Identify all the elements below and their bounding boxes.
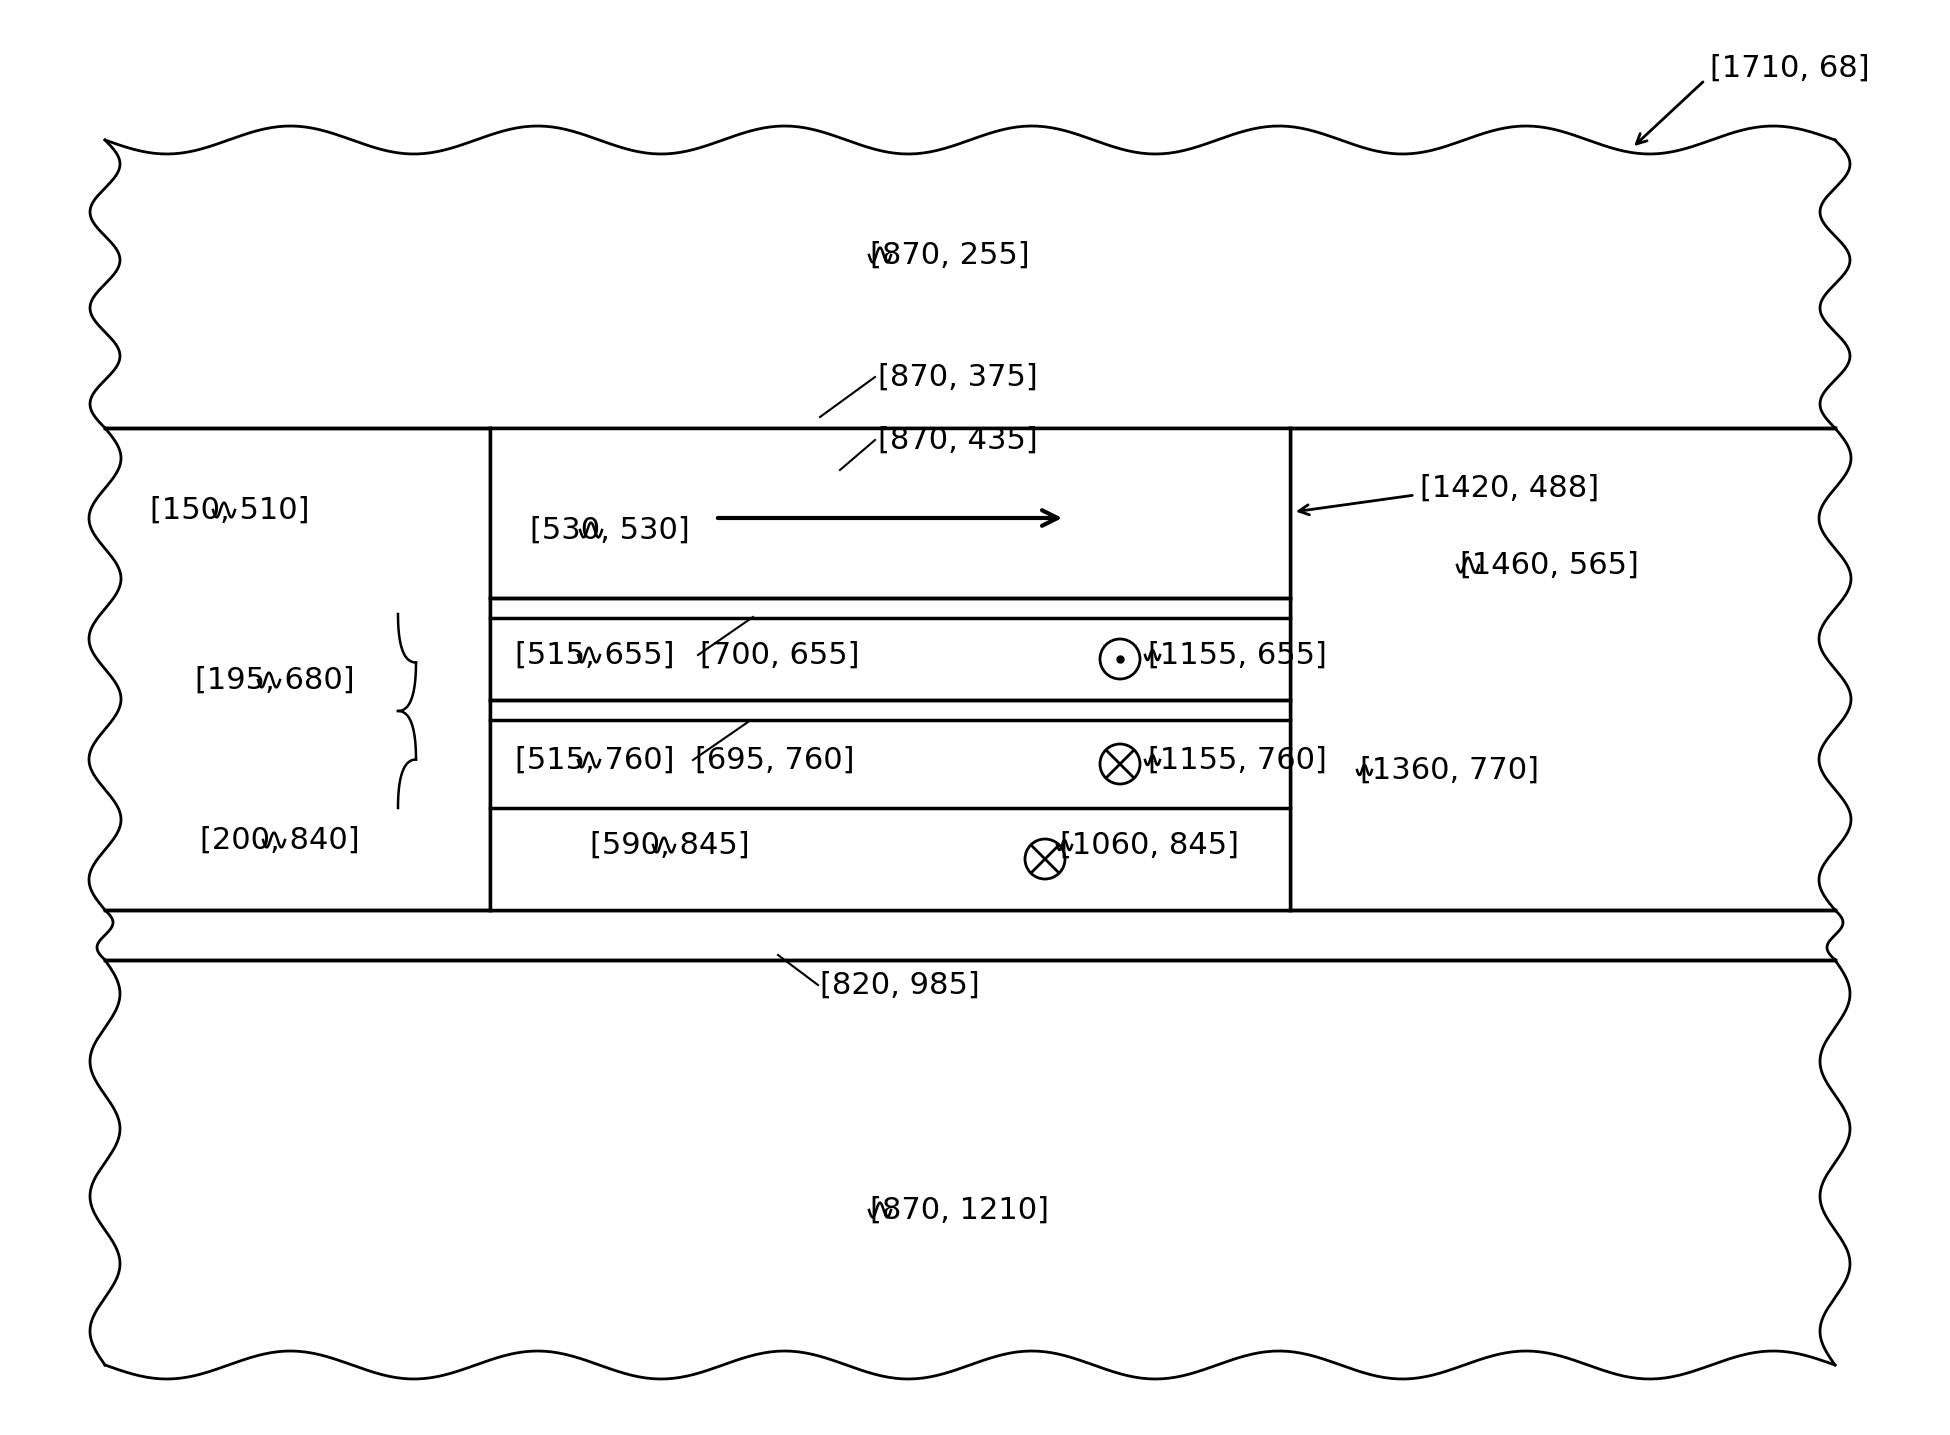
Text: [195, 680]: [195, 680] [195,666,355,695]
Text: [1360, 770]: [1360, 770] [1359,755,1539,785]
Text: [150, 510]: [150, 510] [150,495,310,525]
Text: [1155, 655]: [1155, 655] [1149,640,1326,670]
Text: [1060, 845]: [1060, 845] [1061,831,1238,860]
Text: [1420, 488]: [1420, 488] [1420,474,1599,502]
Text: [515, 655]: [515, 655] [515,640,675,670]
Bar [105,960,1835,1365]
Bar [105,910,1835,960]
Text: [695, 760]: [695, 760] [694,746,854,775]
Text: [530, 530]: [530, 530] [530,515,690,544]
Text: [870, 375]: [870, 375] [878,363,1037,392]
Bar [489,428,1291,910]
Text: [200, 840]: [200, 840] [201,825,359,854]
Text: [515, 760]: [515, 760] [515,746,675,775]
Text: [1460, 565]: [1460, 565] [1461,551,1638,580]
Text: [870, 255]: [870, 255] [870,241,1030,270]
Bar [105,428,489,910]
Text: [700, 655]: [700, 655] [700,640,860,670]
Text: [1155, 760]: [1155, 760] [1149,746,1326,775]
Bar [105,141,1835,428]
Text: [1710, 68]: [1710, 68] [1710,53,1870,82]
Bar [1291,428,1835,910]
Text: [590, 845]: [590, 845] [591,831,749,860]
Text: [870, 435]: [870, 435] [878,426,1037,455]
Text: [820, 985]: [820, 985] [821,970,979,1000]
Text: [870, 1210]: [870, 1210] [870,1195,1049,1224]
